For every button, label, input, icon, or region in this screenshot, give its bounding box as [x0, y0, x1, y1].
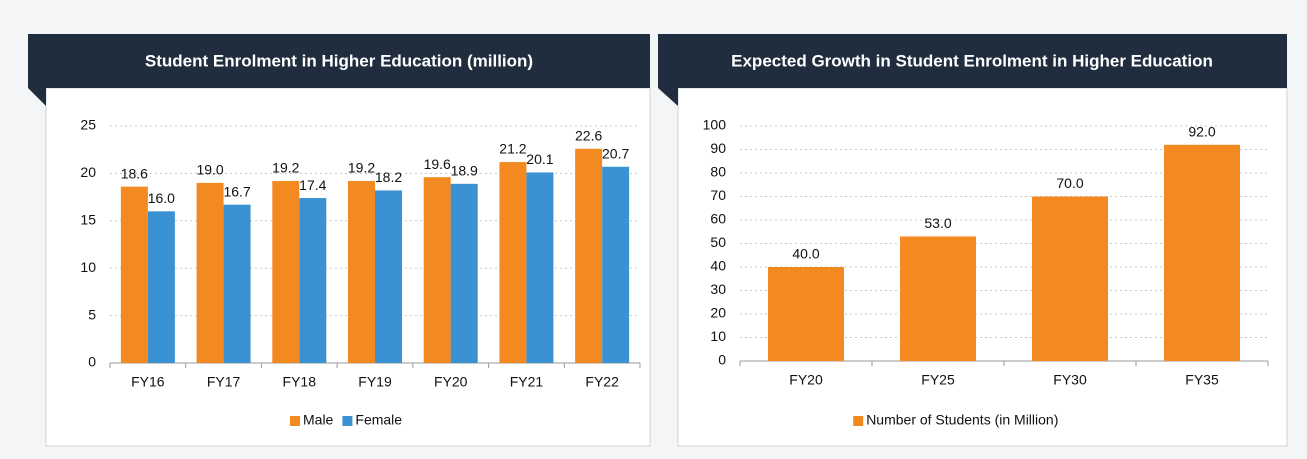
- y-tick-label: 15: [80, 212, 96, 228]
- x-tick-label: FY20: [789, 372, 823, 388]
- legend-label: Female: [355, 412, 402, 428]
- y-tick-label: 5: [88, 306, 96, 322]
- data-label: 17.4: [299, 177, 326, 193]
- bar: [450, 183, 478, 363]
- bar: [526, 172, 554, 363]
- y-tick-label: 20: [710, 305, 726, 321]
- bar: [299, 198, 327, 363]
- chart-title: Student Enrolment in Higher Education (m…: [145, 51, 533, 70]
- data-label: 92.0: [1188, 124, 1215, 140]
- y-tick-label: 10: [710, 328, 726, 344]
- panel-header: [658, 34, 1287, 88]
- bar: [375, 190, 402, 363]
- y-tick-label: 0: [88, 354, 96, 370]
- y-tick-label: 25: [80, 117, 96, 133]
- y-tick-label: 40: [710, 258, 726, 274]
- data-label: 22.6: [575, 127, 602, 143]
- y-tick-label: 70: [710, 187, 726, 203]
- y-tick-label: 20: [80, 164, 96, 180]
- x-tick-label: FY35: [1185, 372, 1219, 388]
- data-label: 20.1: [526, 151, 553, 167]
- x-tick-label: FY22: [585, 374, 619, 390]
- bar: [272, 180, 300, 363]
- x-tick-label: FY30: [1053, 372, 1087, 388]
- data-label: 53.0: [924, 215, 951, 231]
- y-tick-label: 90: [710, 140, 726, 156]
- data-label: 70.0: [1056, 175, 1083, 191]
- y-tick-label: 30: [710, 281, 726, 297]
- bar: [900, 236, 976, 361]
- bar: [147, 211, 175, 363]
- bar: [223, 204, 251, 363]
- panel-header: [28, 34, 650, 88]
- legend-swatch: [290, 416, 300, 426]
- bar: [575, 148, 603, 363]
- x-tick-label: FY18: [283, 374, 317, 390]
- bar: [499, 162, 527, 363]
- x-tick-label: FY19: [358, 374, 392, 390]
- data-label: 19.0: [196, 162, 223, 178]
- bar: [423, 177, 451, 363]
- bar: [1032, 196, 1108, 361]
- bar: [1164, 144, 1240, 361]
- data-label: 40.0: [792, 246, 819, 262]
- x-tick-label: FY21: [510, 374, 544, 390]
- bar: [196, 182, 224, 363]
- data-label: 18.2: [375, 169, 402, 185]
- data-label: 21.2: [499, 141, 526, 157]
- legend-label: Number of Students (in Million): [866, 412, 1058, 428]
- header-fold: [658, 88, 678, 106]
- header-fold: [28, 88, 46, 106]
- data-label: 19.2: [348, 160, 375, 176]
- legend-label: Male: [303, 412, 334, 428]
- bar: [348, 180, 375, 363]
- y-tick-label: 50: [710, 234, 726, 250]
- data-label: 19.2: [272, 160, 299, 176]
- data-label: 19.6: [424, 156, 451, 172]
- data-label: 20.7: [602, 145, 629, 161]
- y-tick-label: 10: [80, 259, 96, 275]
- y-tick-label: 0: [718, 352, 726, 368]
- bar: [602, 166, 630, 363]
- data-label: 18.6: [121, 165, 148, 181]
- bar: [768, 267, 844, 361]
- x-tick-label: FY16: [131, 374, 165, 390]
- chart-title: Expected Growth in Student Enrolment in …: [731, 51, 1213, 70]
- data-label: 16.7: [223, 183, 250, 199]
- legend-swatch: [853, 416, 864, 426]
- data-label: 18.9: [451, 163, 478, 179]
- y-tick-label: 60: [710, 211, 726, 227]
- legend-swatch: [342, 416, 353, 426]
- x-tick-label: FY20: [434, 374, 468, 390]
- y-tick-label: 100: [703, 117, 727, 133]
- y-tick-label: 80: [710, 164, 726, 180]
- x-tick-label: FY25: [921, 372, 955, 388]
- data-label: 16.0: [148, 190, 175, 206]
- bar: [120, 186, 148, 363]
- x-tick-label: FY17: [207, 374, 241, 390]
